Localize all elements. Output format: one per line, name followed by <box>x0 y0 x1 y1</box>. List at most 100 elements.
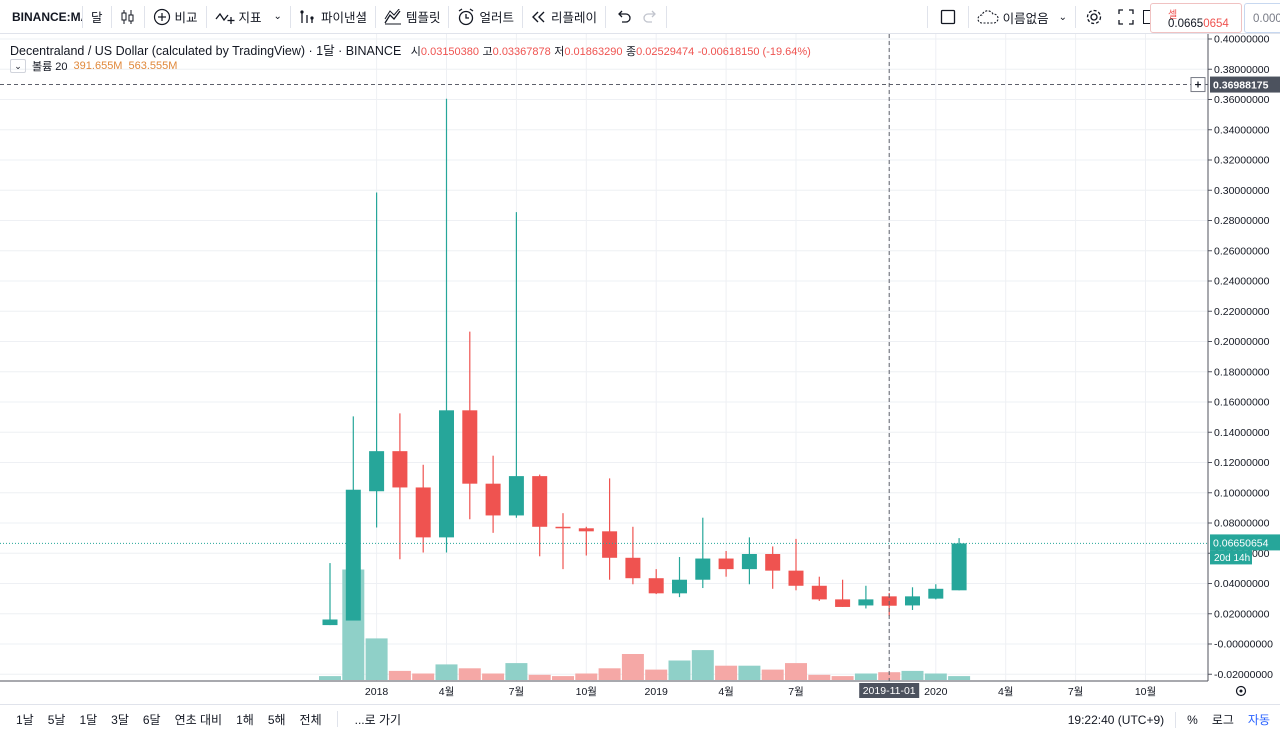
templates-button[interactable]: 템플릿 <box>376 0 449 34</box>
chevron-down-icon[interactable]: ⌄ <box>273 11 282 22</box>
toolbar-divider <box>666 5 667 28</box>
toolbar-divider <box>110 5 112 28</box>
gear-icon-center <box>1239 689 1243 693</box>
volume-bar <box>458 668 481 680</box>
series-title: Decentraland / US Dollar (calculated by … <box>10 44 402 58</box>
volume-bar <box>901 670 924 680</box>
candle-body <box>648 578 664 594</box>
volume-bar <box>738 665 761 680</box>
collapse-legend-button[interactable]: ⌄ <box>10 59 26 73</box>
price-tick-label: 0.14000000 <box>1214 427 1270 439</box>
undo-button[interactable] <box>606 0 638 34</box>
price-chart[interactable]: -0.02000000 -0.00000000 0.02000000 0.040000… <box>0 34 1280 704</box>
chevron-down-icon: ⌄ <box>14 60 22 71</box>
volume-label: 볼륨 20 <box>32 61 68 73</box>
price-tick-label: 0.20000000 <box>1214 336 1270 348</box>
symbol-search[interactable]: BINANCE:MANAUSD <box>0 0 82 34</box>
alert-button[interactable]: 얼러트 <box>449 0 522 34</box>
volume-bar <box>575 673 598 680</box>
log-toggle[interactable]: 로그 <box>1211 713 1234 727</box>
range-5d[interactable]: 5날 <box>47 712 66 727</box>
goto-date-button[interactable]: ...로 가기 <box>354 712 402 727</box>
clock-label[interactable]: 19:22:40 (UTC+9) <box>1067 712 1165 727</box>
volume-ma-value: 563.555M <box>128 60 178 72</box>
compare-button[interactable]: 비교 <box>145 0 206 34</box>
indicators-label: 지표 <box>238 11 262 25</box>
range-1d[interactable]: 1날 <box>16 712 34 727</box>
time-tick-label: 10월 <box>1135 686 1156 698</box>
fullscreen-button[interactable] <box>1112 0 1140 34</box>
price-tick-label: 0.10000000 <box>1214 487 1270 499</box>
price-tick-label: 0.16000000 <box>1214 397 1270 409</box>
time-tick-label: 4월 <box>439 686 455 698</box>
volume-bar <box>831 676 854 680</box>
plus-circle-icon <box>153 8 170 25</box>
volume-bar <box>808 674 831 680</box>
chart-pane[interactable]: -0.02000000 -0.00000000 0.02000000 0.040000… <box>0 34 1280 704</box>
cloud-icon <box>977 10 999 24</box>
sell-price-highlight: 0654 <box>1203 18 1229 30</box>
open-label: 시 <box>410 46 421 58</box>
chevron-down-icon[interactable]: ⌄ <box>1058 11 1067 23</box>
volume-bar <box>365 638 388 680</box>
close-label: 종 <box>625 46 637 58</box>
snapshot-icon[interactable] <box>1143 10 1153 24</box>
range-3m[interactable]: 3달 <box>111 712 129 727</box>
volume-bar <box>412 673 435 680</box>
range-5y[interactable]: 5해 <box>267 712 286 727</box>
volume-bar <box>948 676 971 680</box>
range-1y[interactable]: 1해 <box>236 712 254 727</box>
replay-button[interactable]: 리플레이 <box>523 0 605 34</box>
series-legend: Decentraland / US Dollar (calculated by … <box>10 40 811 59</box>
range-ytd[interactable]: 연초 대비 <box>174 712 223 727</box>
interval-button[interactable]: 달 <box>83 0 111 34</box>
percent-toggle[interactable]: % <box>1187 712 1198 727</box>
time-tick-label: 10월 <box>576 686 597 698</box>
candle-body <box>392 451 408 488</box>
toolbar-divider <box>521 5 523 28</box>
candle-body <box>765 554 781 571</box>
layout-toggle-button[interactable] <box>928 0 968 34</box>
financials-button[interactable]: 파이낸셜 <box>291 0 375 34</box>
price-tick-label: 0.12000000 <box>1214 457 1270 469</box>
time-axis[interactable] <box>0 681 1280 704</box>
volume-bar <box>505 663 528 680</box>
settings-button[interactable] <box>1076 0 1112 34</box>
interval-label: 달 <box>91 11 103 25</box>
toolbar-divider <box>448 5 450 28</box>
indicators-button[interactable]: 지표 ⌄ <box>207 0 290 34</box>
change-value: -0.00618150 (-19.64%) <box>697 46 811 58</box>
replay-label: 리플레이 <box>550 11 597 25</box>
chart-background <box>0 34 1280 704</box>
time-tick-label: 4월 <box>998 686 1014 698</box>
price-tick-label: 0.24000000 <box>1214 276 1270 288</box>
templates-icon <box>384 8 401 24</box>
range-6m[interactable]: 6달 <box>142 712 161 727</box>
gear-icon <box>1086 9 1102 25</box>
price-tick-label: -0.02000000 <box>1214 669 1273 681</box>
rewind-icon <box>531 11 545 22</box>
redo-button[interactable] <box>638 0 666 34</box>
financials-label: 파이낸셜 <box>320 11 367 25</box>
price-axis[interactable] <box>1208 34 1280 681</box>
range-all[interactable]: 전체 <box>299 712 322 727</box>
current-price-label: 0.06650654 <box>1213 537 1269 549</box>
square-icon <box>940 9 955 25</box>
sell-price-prefix: 0.0665 <box>1168 18 1204 30</box>
candle-body <box>835 599 851 607</box>
gear-icon[interactable] <box>1235 685 1247 697</box>
time-tick-label: 7월 <box>509 686 525 698</box>
sell-button[interactable]: 셀 0.06650654 <box>1150 3 1242 33</box>
buy-button[interactable]: 0.000 <box>1244 3 1280 33</box>
volume-bar <box>319 676 341 680</box>
range-1m[interactable]: 1달 <box>79 712 98 727</box>
layout-name-button[interactable]: 이름없음 ⌄ <box>969 0 1075 34</box>
chart-type-button[interactable] <box>112 0 144 34</box>
candle-body <box>415 487 431 538</box>
open-value: 0.03150380 <box>420 46 480 58</box>
plus-icon <box>1195 81 1201 88</box>
candle-body <box>788 570 804 586</box>
toolbar-divider <box>374 5 376 28</box>
time-tick-label: 7월 <box>1068 686 1084 698</box>
auto-scale-toggle[interactable]: 자동 <box>1247 713 1270 727</box>
